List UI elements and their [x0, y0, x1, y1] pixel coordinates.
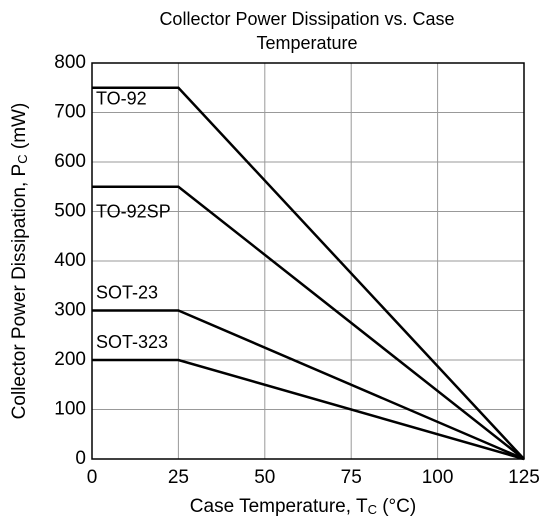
y-tick-label: 400: [54, 250, 86, 271]
y-tick-label: 800: [54, 52, 86, 73]
x-axis-label: Case Temperature, TC (°C): [190, 496, 416, 517]
y-tick-label: 300: [54, 300, 86, 321]
x-tick-label: 50: [254, 467, 275, 488]
y-tick-label: 700: [54, 102, 86, 123]
y-tick-label: 500: [54, 201, 86, 222]
x-axis-label-part: (°C): [377, 496, 416, 517]
plot-frame: [91, 62, 525, 460]
x-tick-label: 25: [168, 467, 189, 488]
x-axis-label-subscript: C: [368, 502, 377, 517]
y-axis-label-part: Collector Power Dissipation, P: [9, 164, 30, 420]
x-tick-label: 100: [422, 467, 454, 488]
y-tick-label: 200: [54, 349, 86, 370]
y-axis-label-subscript: C: [15, 154, 30, 163]
series-line: [92, 358, 525, 461]
series-label: TO-92: [96, 89, 147, 109]
series-label: TO-92SP: [96, 202, 171, 222]
series-label: SOT-23: [96, 282, 158, 302]
x-tick-label: 125: [508, 467, 540, 488]
x-tick-label: 75: [341, 467, 362, 488]
series-line: [92, 309, 525, 461]
y-tick-label: 600: [54, 151, 86, 172]
series-line: [92, 185, 525, 460]
x-tick-label: 0: [87, 467, 98, 488]
chart-title: Temperature: [256, 33, 357, 53]
x-axis-label-part: Case Temperature, T: [190, 496, 368, 517]
chart-title: Collector Power Dissipation vs. Case: [159, 9, 454, 29]
series-label: SOT-323: [96, 332, 168, 352]
y-tick-label: 100: [54, 399, 86, 420]
series-line: [92, 86, 525, 460]
y-tick-label: 0: [75, 448, 86, 469]
y-axis-label-part: (mW): [9, 103, 30, 155]
y-axis-label: Collector Power Dissipation, PC (mW): [9, 103, 30, 420]
